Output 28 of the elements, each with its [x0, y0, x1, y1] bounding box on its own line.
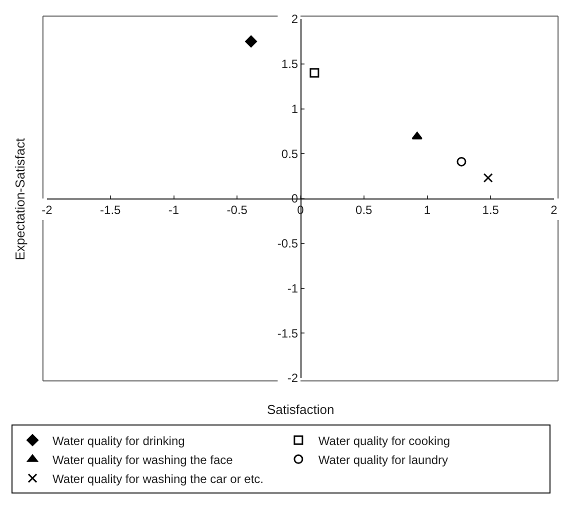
y-tick-label: 1 — [291, 102, 298, 116]
y-tick-label: -0.5 — [277, 236, 298, 251]
x-tick-label: -1.5 — [100, 202, 122, 217]
legend-label: Water quality for drinking — [52, 434, 185, 448]
legend-label: Water quality for cooking — [318, 434, 450, 448]
x-axis-title: Satisfaction — [267, 402, 334, 417]
y-axis-title: Expectation-Satisfact — [12, 138, 28, 260]
y-tick-label: -1 — [287, 281, 298, 296]
point — [483, 173, 493, 183]
x-tick-label: 2 — [550, 202, 558, 217]
legend-label: Water quality for washing the car or etc. — [52, 472, 264, 486]
x-tick-label: 0.5 — [356, 202, 373, 217]
point — [245, 35, 258, 48]
y-tick-label: 0.5 — [281, 146, 298, 161]
y-tick-label: 1.5 — [281, 57, 298, 72]
legend-label: Water quality for laundry — [318, 452, 448, 467]
x-tick-label: 1 — [424, 202, 431, 217]
x-tick-label: -1 — [168, 202, 180, 217]
x-tick-label: -2 — [42, 202, 53, 217]
point — [412, 132, 422, 140]
legend-label: Water quality for washing the face — [52, 452, 234, 467]
x-tick-label: 1.5 — [482, 202, 500, 217]
point — [310, 68, 320, 78]
y-tick-label: -2 — [287, 371, 298, 386]
x-tick-label: -0.5 — [226, 202, 248, 217]
y-tick-label: 2 — [291, 12, 298, 26]
y-tick-label: -1.5 — [277, 326, 298, 340]
point — [456, 156, 466, 166]
